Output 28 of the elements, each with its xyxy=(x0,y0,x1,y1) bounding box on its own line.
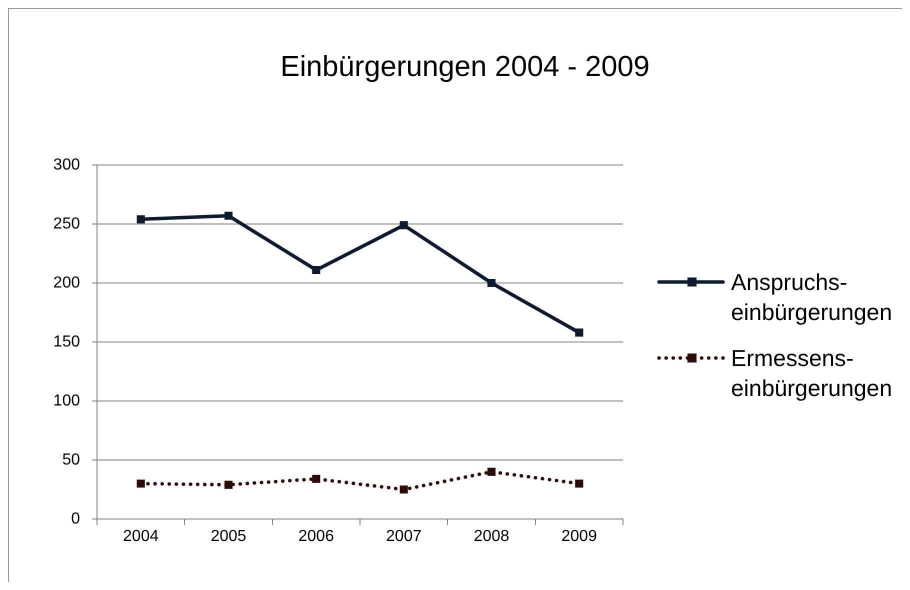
chart-title: Einbürgerungen 2004 - 2009 xyxy=(280,50,650,84)
point xyxy=(312,474,320,483)
x-tick-label: 2009 xyxy=(561,528,598,546)
legend-label: Anspruchs-einbürgerungen xyxy=(731,268,894,327)
point xyxy=(224,480,233,489)
point xyxy=(400,485,408,494)
point xyxy=(136,215,145,224)
point xyxy=(575,480,584,488)
y-tick-label: 250 xyxy=(53,215,80,232)
x-tick-label: 2008 xyxy=(474,528,510,546)
point xyxy=(312,266,320,274)
x-tick-label: 2005 xyxy=(210,528,246,546)
y-tick-label: 200 xyxy=(53,274,80,292)
point xyxy=(575,328,584,337)
x-tick-label: 2006 xyxy=(298,528,334,546)
y-tick-label: 100 xyxy=(53,392,80,410)
point xyxy=(487,278,496,288)
point xyxy=(224,212,233,220)
x-tick-label: 2004 xyxy=(123,528,159,546)
y-tick-label: 150 xyxy=(53,333,80,350)
y-tick-label: 300 xyxy=(53,156,80,174)
point xyxy=(487,468,496,476)
legend-label: Ermessens-einbürgerungen xyxy=(731,344,894,403)
point xyxy=(136,480,145,488)
y-tick-label: 50 xyxy=(62,451,80,468)
point xyxy=(400,221,408,230)
y-tick-label: 0 xyxy=(71,510,80,528)
x-tick-label: 2007 xyxy=(386,528,422,546)
